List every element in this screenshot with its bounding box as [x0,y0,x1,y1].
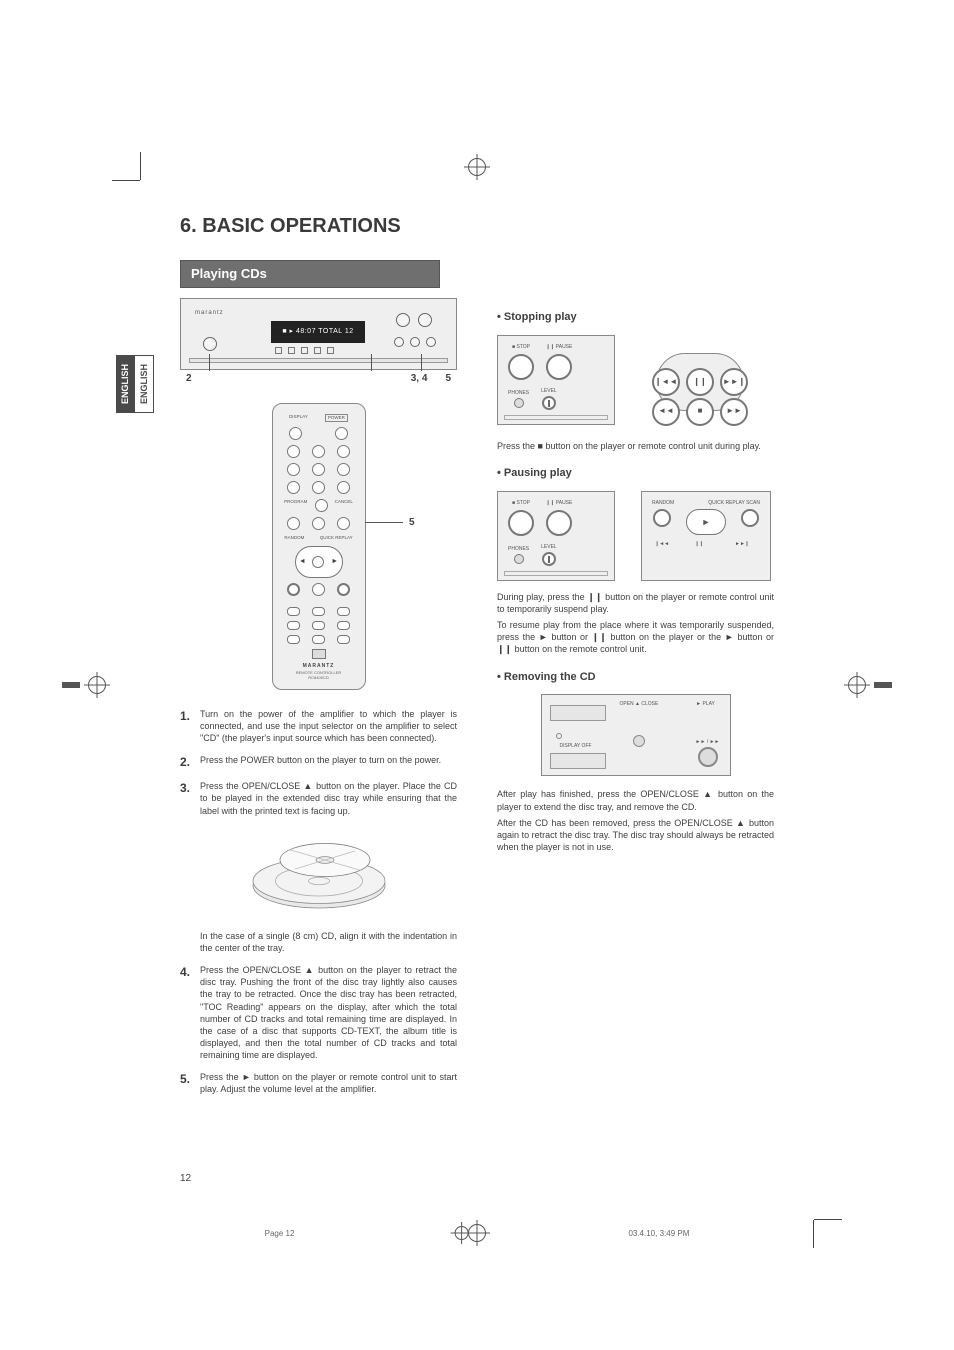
stopping-play-illustration: ■ STOP ❙❙ PAUSE PHONES LEVEL ❙◄◄ [497,335,774,430]
removing-cd-text-2: After the CD has been removed, press the… [497,817,774,853]
left-column: Playing CDs marantz ■ ▸ 48:07 TOTAL 12 [180,260,457,1106]
pausing-play-illustration: ■ STOP ❙❙ PAUSE PHONES LEVEL RANDOM QUIC… [497,491,774,581]
print-footer: Page 12 03.4.10, 3:49 PM [265,1226,690,1240]
removing-cd-heading: Removing the CD [497,670,774,685]
language-label: ENGLISH [134,355,154,413]
playing-cds-header: Playing CDs [180,260,440,288]
player-display: ■ ▸ 48:07 TOTAL 12 [271,321,365,343]
stopping-play-heading: Stopping play [497,310,774,325]
language-tab: ENGLISH ENGLISH [116,355,154,413]
page-content: 6. BASIC OPERATIONS Playing CDs marantz … [180,215,774,1185]
instruction-steps: 1.Turn on the power of the amplifier to … [180,708,457,817]
language-label: ENGLISH [116,355,134,413]
pausing-play-heading: Pausing play [497,466,774,481]
pausing-play-text-1: During play, press the ❙❙ button on the … [497,591,774,615]
crop-mark [116,156,156,196]
single-cd-note: In the case of a single (8 cm) CD, align… [200,930,457,954]
registration-mark [468,158,486,176]
registration-mark [454,1226,468,1240]
pausing-play-text-2: To resume play from the place where it w… [497,619,774,655]
page-number: 12 [180,1172,191,1186]
cd-tray-illustration [180,827,457,920]
removing-cd-text-1: After play has finished, press the OPEN/… [497,788,774,812]
crop-mark [798,1204,838,1244]
callout-numbers: 2 3, 4 5 [180,372,457,392]
callout-number: 5 [409,516,415,530]
manual-page: ENGLISH ENGLISH 6. BASIC OPERATIONS Play… [0,0,954,1350]
section-title: 6. BASIC OPERATIONS [180,215,774,238]
stopping-play-text: Press the ■ button on the player or remo… [497,440,774,452]
instruction-steps: 4.Press the OPEN/CLOSE ▲ button on the p… [180,964,457,1095]
player-front-panel-illustration: marantz ■ ▸ 48:07 TOTAL 12 [180,298,457,370]
remote-control-illustration: DISPLAYPOWER PROGRAMCANCEL RANDOMQUICK R… [272,403,366,690]
right-column: Stopping play ■ STOP ❙❙ PAUSE PHONES LEV… [497,260,774,1106]
removing-cd-illustration: OPEN ▲ CLOSE ► PLAY ►► / ►► DISPLAY OFF [541,694,731,776]
